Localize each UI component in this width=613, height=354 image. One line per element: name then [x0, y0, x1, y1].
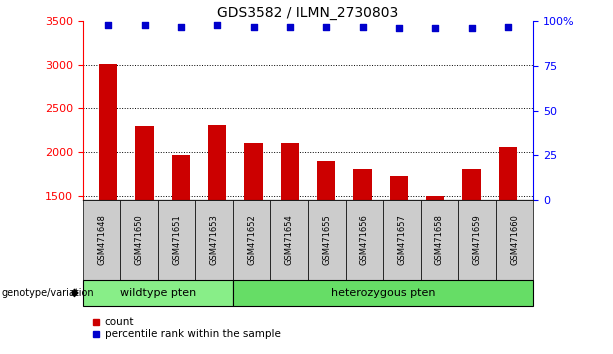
Point: [176, 24, 186, 29]
Text: GSM471653: GSM471653: [210, 215, 219, 265]
Point: [321, 24, 331, 29]
Bar: [208, 125, 226, 326]
Point: [394, 25, 404, 31]
Text: GSM471655: GSM471655: [322, 215, 331, 265]
Bar: [135, 126, 154, 326]
Text: GSM471658: GSM471658: [435, 215, 444, 265]
Text: GSM471660: GSM471660: [510, 215, 519, 265]
Bar: [245, 143, 262, 326]
Text: GSM471648: GSM471648: [97, 215, 106, 265]
Bar: [354, 169, 371, 326]
Text: GSM471656: GSM471656: [360, 215, 369, 265]
Point: [285, 24, 295, 29]
Text: GSM471657: GSM471657: [397, 215, 406, 265]
Bar: [426, 196, 444, 326]
Point: [466, 25, 476, 31]
Legend: count, percentile rank within the sample: count, percentile rank within the sample: [88, 313, 284, 344]
Text: GSM471651: GSM471651: [172, 215, 181, 265]
Point: [357, 24, 367, 29]
Title: GDS3582 / ILMN_2730803: GDS3582 / ILMN_2730803: [218, 6, 398, 20]
Bar: [172, 155, 190, 326]
Bar: [317, 161, 335, 326]
Text: GSM471659: GSM471659: [473, 215, 481, 265]
Point: [430, 25, 440, 31]
Point: [212, 22, 222, 28]
Bar: [462, 169, 481, 326]
Point: [140, 22, 150, 28]
Text: GSM471654: GSM471654: [285, 215, 294, 265]
Text: GSM471652: GSM471652: [247, 215, 256, 265]
Point: [249, 24, 259, 29]
Text: wildtype pten: wildtype pten: [120, 288, 196, 298]
Bar: [99, 64, 117, 326]
Text: GSM471650: GSM471650: [135, 215, 143, 265]
Point: [103, 22, 113, 28]
Bar: [390, 176, 408, 326]
Point: [503, 24, 513, 29]
Bar: [281, 143, 299, 326]
Text: genotype/variation: genotype/variation: [1, 288, 94, 298]
Text: heterozygous pten: heterozygous pten: [331, 288, 435, 298]
Bar: [499, 147, 517, 326]
